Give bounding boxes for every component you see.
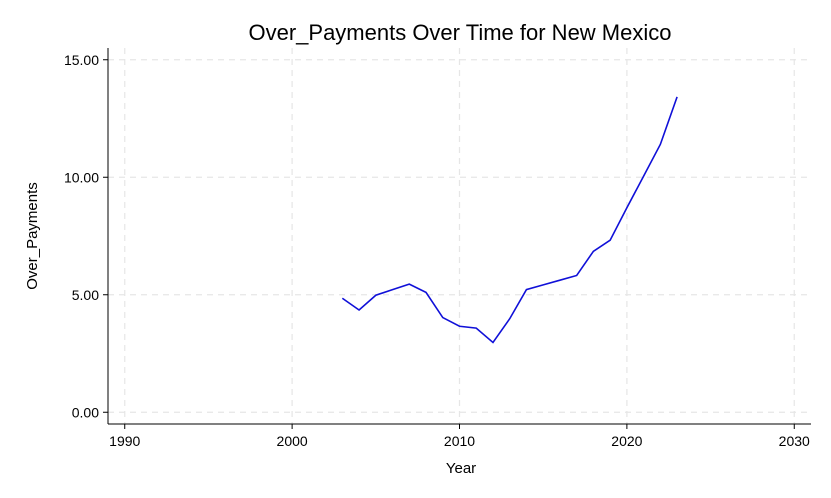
y-axis-label: Over_Payments <box>24 182 41 290</box>
series-line-0 <box>341 96 678 344</box>
x-tick-label-2: 2010 <box>444 433 475 449</box>
x-axis-label: Year <box>446 460 476 477</box>
y-tick-label-0: 0.00 <box>72 404 99 420</box>
tick-labels: 1990 2000 2010 2020 2030 0.00 5.00 10.00 15.00 <box>64 52 810 449</box>
x-tick-label-3: 2020 <box>611 433 642 449</box>
y-tick-label-1: 5.00 <box>72 287 99 303</box>
x-tick-label-4: 2030 <box>779 433 810 449</box>
x-tick-label-1: 2000 <box>277 433 308 449</box>
y-tick-label-3: 15.00 <box>64 52 99 68</box>
series <box>341 96 678 344</box>
x-tick-label-0: 1990 <box>109 433 140 449</box>
y-tick-label-2: 10.00 <box>64 169 99 185</box>
chart-title: Over_Payments Over Time for New Mexico <box>248 20 671 45</box>
grid <box>108 48 811 424</box>
axes <box>103 48 811 429</box>
